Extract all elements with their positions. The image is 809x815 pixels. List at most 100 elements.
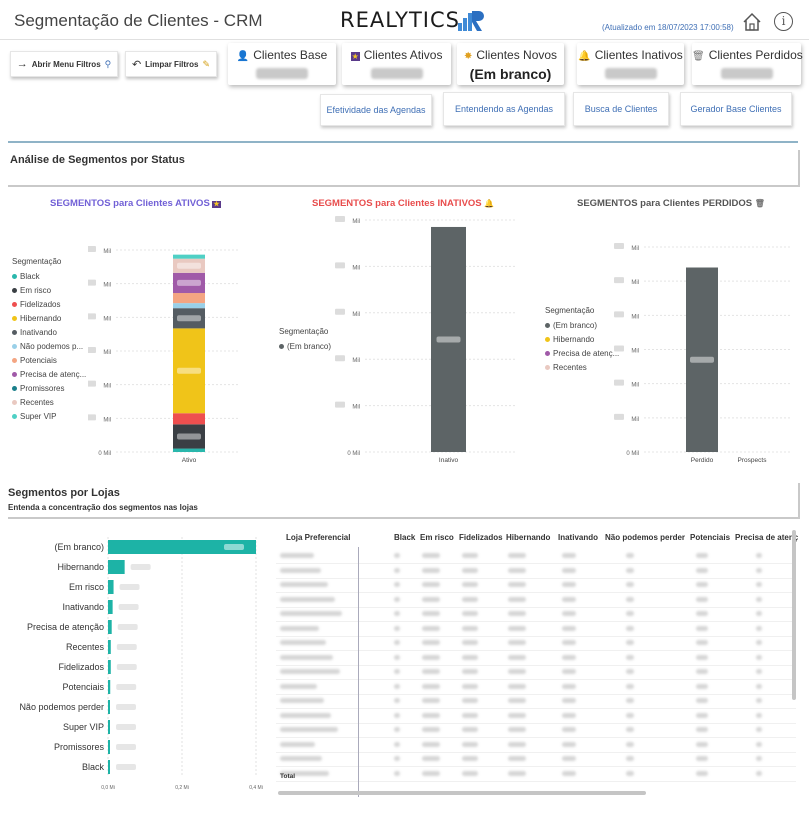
open-filters-button[interactable]: → Abrir Menu Filtros ⚲ [10, 51, 118, 77]
nav-gerador-base[interactable]: Gerador Base Clientes [680, 92, 792, 126]
bar-segment[interactable] [686, 267, 718, 453]
y-tick-label: Mil [103, 350, 111, 356]
bar[interactable] [108, 620, 112, 634]
card-clientes-perdidos: 🗑 Clientes Perdidos [692, 43, 803, 85]
table-cell-blurred [394, 756, 400, 761]
col-header[interactable]: Loja Preferencial [286, 533, 351, 542]
bar-segment[interactable] [173, 254, 205, 259]
legend-item[interactable]: Potenciais [12, 353, 86, 367]
bar-segment[interactable] [173, 328, 205, 414]
legend-label: Não podemos p... [20, 341, 84, 351]
tick-blur [614, 311, 624, 318]
bar-segment[interactable] [173, 258, 205, 273]
table-row[interactable] [276, 738, 796, 753]
table-cell-blurred [756, 582, 762, 587]
data-label-blur [119, 584, 140, 590]
table-row[interactable] [276, 651, 796, 666]
table-cell-blurred [394, 640, 400, 645]
table-row[interactable] [276, 680, 796, 695]
legend-item[interactable]: Black [12, 269, 86, 283]
bar[interactable] [108, 560, 125, 574]
bar[interactable] [108, 700, 110, 714]
home-icon[interactable] [742, 12, 762, 32]
legend-item[interactable]: Precisa de atenç... [12, 367, 86, 381]
table-row[interactable] [276, 752, 796, 767]
table-column-separator [358, 547, 359, 797]
table-row[interactable] [276, 607, 796, 622]
legend-item[interactable]: Não podemos p... [12, 339, 86, 353]
card-value: (Em branco) [469, 66, 552, 82]
legend-item[interactable]: Hibernando [545, 332, 619, 346]
table-cell-blurred [394, 741, 400, 747]
table-cell-blurred [626, 654, 634, 660]
legend-item[interactable]: (Em branco) [545, 318, 619, 332]
y-tick-label: Mil [103, 417, 111, 423]
col-header[interactable]: Fidelizados [459, 533, 503, 542]
col-header[interactable]: Black [394, 533, 416, 542]
bar-segment[interactable] [173, 448, 205, 452]
legend-item[interactable]: Recentes [12, 395, 86, 409]
legend-item[interactable]: Recentes [545, 360, 619, 374]
table-row[interactable] [276, 622, 796, 637]
legend-item[interactable]: Super VIP [12, 409, 86, 423]
table-row[interactable] [276, 767, 796, 782]
nav-entendendo-agendas[interactable]: Entendendo as Agendas [443, 92, 565, 126]
col-header[interactable]: Precisa de atenç [735, 533, 798, 542]
bar-segment[interactable] [173, 272, 205, 294]
clear-filters-button[interactable]: ↶ Limpar Filtros ✎ [125, 51, 217, 77]
bar[interactable] [108, 640, 111, 654]
tick-blur [335, 401, 345, 408]
bar-segment[interactable] [173, 424, 205, 449]
table-cell-blurred [394, 625, 400, 631]
table-row[interactable] [276, 593, 796, 608]
table-row[interactable] [276, 578, 796, 593]
legend-title: Segmentação [12, 257, 62, 266]
y-tick-label: 0 Mil [98, 451, 111, 457]
table-row[interactable] [276, 549, 796, 564]
logo-mark-icon [458, 11, 484, 31]
table-row[interactable] [276, 665, 796, 680]
table-cell-blurred [696, 741, 708, 747]
col-header[interactable]: Hibernando [506, 533, 551, 542]
table-row[interactable] [276, 723, 796, 738]
table-row[interactable] [276, 636, 796, 651]
table-row[interactable] [276, 564, 796, 579]
legend-item[interactable]: Hibernando [12, 311, 86, 325]
col-header[interactable]: Potenciais [690, 533, 731, 542]
col-header[interactable]: Em risco [420, 533, 454, 542]
bar[interactable] [108, 680, 111, 694]
table-cell-blurred [280, 640, 326, 645]
nav-busca-clientes[interactable]: Busca de Clientes [573, 92, 669, 126]
bar-segment[interactable] [173, 293, 205, 304]
info-icon[interactable]: i [774, 12, 793, 31]
legend-label: Hibernando [20, 313, 62, 323]
bar-segment[interactable] [173, 303, 205, 309]
table-row[interactable] [276, 709, 796, 724]
legend-item[interactable]: Em risco [12, 283, 86, 297]
legend-item[interactable]: Precisa de atenç... [545, 346, 619, 360]
legend-item[interactable]: (Em branco) [279, 339, 331, 353]
legend-item[interactable]: Promissores [12, 381, 86, 395]
col-header[interactable]: Inativando [558, 533, 599, 542]
bar-segment[interactable] [431, 226, 466, 452]
table-cell-blurred [462, 582, 478, 587]
bar[interactable] [108, 600, 113, 614]
bar-segment[interactable] [173, 413, 205, 425]
bar[interactable] [108, 660, 111, 674]
bar-segment[interactable] [173, 308, 205, 329]
table-row[interactable] [276, 694, 796, 709]
nav-efetividade-agendas[interactable]: Efetividade das Agendas [320, 94, 432, 126]
bar[interactable] [108, 740, 110, 754]
bar[interactable] [108, 580, 114, 594]
table-vertical-scrollbar[interactable] [792, 530, 796, 700]
col-header[interactable]: Não podemos perder [605, 533, 686, 542]
legend-item[interactable]: Inativando [12, 325, 86, 339]
bar[interactable] [108, 720, 110, 734]
table-horizontal-scrollbar[interactable] [278, 791, 646, 795]
y-tick-label: Mil [631, 314, 639, 320]
bar[interactable] [108, 540, 256, 554]
tick-blur [335, 308, 345, 315]
legend-item[interactable]: Fidelizados [12, 297, 86, 311]
lojas-table[interactable]: Loja Preferencial Black Em risco Fideliz… [276, 527, 798, 797]
bar[interactable] [108, 760, 110, 774]
